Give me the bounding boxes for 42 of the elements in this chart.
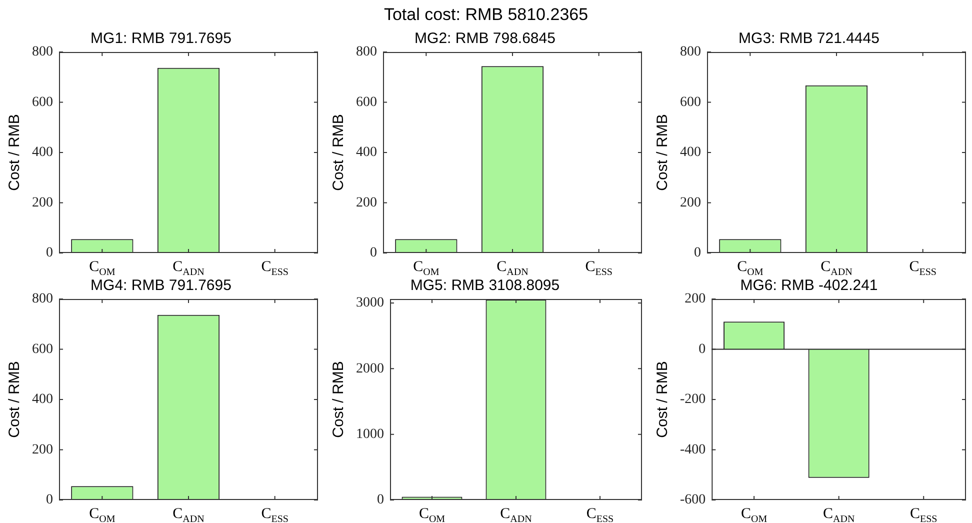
y-axis-title: Cost / RMB bbox=[654, 361, 672, 438]
y-tick-label: 600 bbox=[32, 94, 53, 110]
chart-title: MG3: RMB 721.4445 bbox=[738, 30, 880, 48]
y-tick-label: 0 bbox=[698, 342, 706, 357]
y-tick-label: -400 bbox=[680, 442, 706, 458]
y-tick-label: 800 bbox=[356, 44, 377, 60]
y-axis-title: Cost / RMB bbox=[6, 114, 24, 191]
y-tick-label: 200 bbox=[32, 195, 53, 210]
y-tick-label: -200 bbox=[680, 392, 706, 408]
y-tick-label: 400 bbox=[32, 392, 53, 408]
y-tick-label: 2000 bbox=[356, 361, 384, 376]
chart-title: MG2: RMB 798.6845 bbox=[414, 30, 556, 48]
y-tick-label: 400 bbox=[680, 145, 701, 160]
y-tick-label: 400 bbox=[32, 145, 53, 160]
y-tick-label: 0 bbox=[46, 492, 53, 508]
y-tick-label: 0 bbox=[694, 246, 701, 261]
y-tick-label: 200 bbox=[32, 442, 53, 458]
y-tick-label: 0 bbox=[377, 492, 384, 508]
y-tick-label: 800 bbox=[32, 44, 53, 60]
y-tick-label: 600 bbox=[680, 94, 701, 110]
y-tick-label: 400 bbox=[356, 145, 377, 160]
y-tick-label: 1000 bbox=[356, 426, 384, 442]
y-axis-title: Cost / RMB bbox=[6, 361, 24, 438]
y-axis-title: Cost / RMB bbox=[330, 361, 348, 438]
y-tick-label: 0 bbox=[370, 246, 377, 261]
y-tick-label: 600 bbox=[32, 342, 53, 357]
y-axis-title: Cost / RMB bbox=[330, 114, 348, 191]
y-tick-label: 3000 bbox=[356, 296, 384, 311]
text: Total cost: RMB 5810.2365 bbox=[382, 4, 590, 26]
chart-title: MG6: RMB -402.241 bbox=[740, 277, 878, 294]
y-tick-label: 0 bbox=[46, 246, 53, 261]
y-tick-label: -600 bbox=[680, 492, 706, 508]
chart-title: MG1: RMB 791.7695 bbox=[90, 30, 232, 48]
y-tick-label: 200 bbox=[680, 195, 701, 210]
y-tick-label: 800 bbox=[680, 44, 701, 60]
y-tick-label: 200 bbox=[684, 292, 706, 307]
chart-title: MG5: RMB 3108.8095 bbox=[410, 277, 560, 294]
y-tick-label: 200 bbox=[356, 195, 377, 210]
y-axis-title: Cost / RMB bbox=[654, 114, 672, 191]
y-tick-label: 800 bbox=[32, 292, 53, 307]
y-tick-label: 600 bbox=[356, 94, 377, 110]
chart-title: MG4: RMB 791.7695 bbox=[90, 277, 232, 294]
